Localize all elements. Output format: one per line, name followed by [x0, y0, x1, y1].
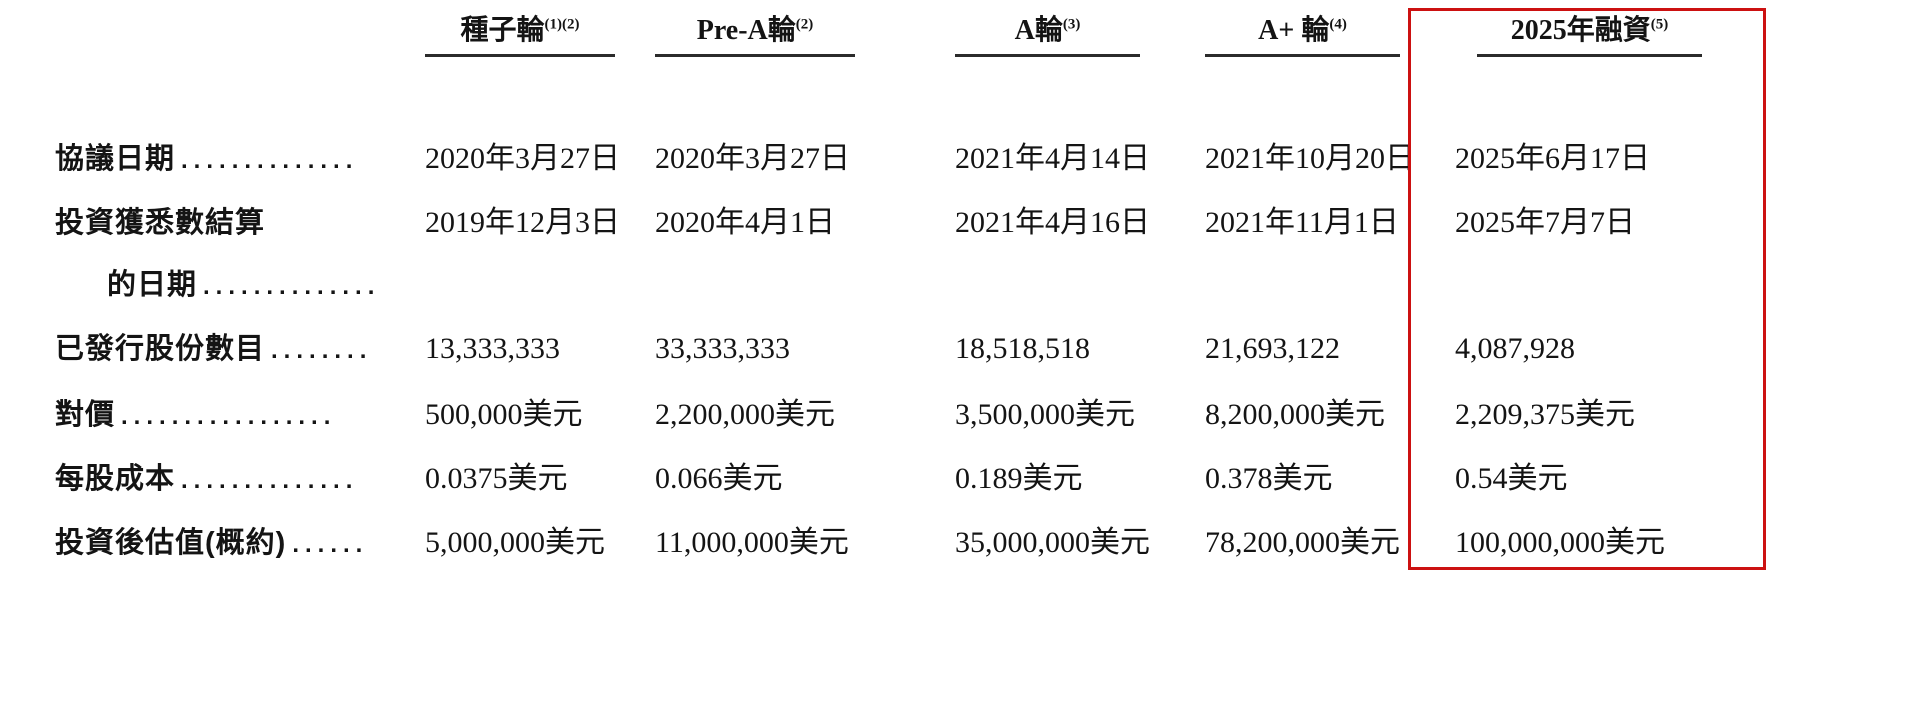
cell-value: 13,333,333 [425, 332, 560, 365]
row-label: 投資後估值(概約) [55, 527, 287, 559]
cell-value: 33,333,333 [655, 332, 790, 365]
cell-value: 35,000,000美元 [955, 526, 1150, 559]
cell-value: 3,500,000美元 [955, 398, 1135, 431]
table-row-settlement-in-full: 投資獲悉數結算 2019年12月3日 2020年4月1日 2021年4月16日 … [0, 197, 1919, 261]
column-header-a-plus-round: A+ 輪(4) [1205, 14, 1400, 57]
cell-value: 8,200,000美元 [1205, 398, 1385, 431]
column-title: 2025年融資 [1510, 15, 1651, 46]
row-label: 協議日期 [55, 143, 176, 175]
column-title: A輪 [1014, 15, 1063, 46]
column-footnote-ref: (3) [1062, 16, 1081, 33]
column-header-2025-financing: 2025年融資(5) [1477, 14, 1702, 57]
cell-value: 100,000,000美元 [1455, 526, 1665, 559]
cell-value: 2025年6月17日 [1455, 142, 1650, 175]
table-row-shares-issued: 已發行股份數目........ 13,333,333 33,333,333 18… [0, 325, 1919, 389]
dot-leader: .............. [203, 273, 381, 300]
cell-value: 2020年3月27日 [655, 142, 850, 175]
column-title: Pre-A輪 [696, 15, 796, 46]
cell-value: 11,000,000美元 [655, 526, 849, 559]
dot-leader: ........ [271, 337, 373, 364]
dot-leader: .............. [181, 147, 359, 174]
cell-value: 500,000美元 [425, 398, 583, 431]
cell-value: 2020年4月1日 [655, 206, 835, 239]
cell-value: 4,087,928 [1455, 332, 1575, 365]
dot-leader [265, 211, 271, 238]
table-header-row: 種子輪(1)(2) Pre-A輪(2) A輪(3) A+ 輪(4) 2025年融… [0, 0, 1919, 57]
cell-value: 0.066美元 [655, 462, 783, 495]
cell-value: 2021年4月16日 [955, 206, 1150, 239]
cell-value: 2,200,000美元 [655, 398, 835, 431]
row-label: 的日期 [107, 269, 198, 301]
cell-value: 0.378美元 [1205, 462, 1333, 495]
cell-value: 2025年7月7日 [1455, 206, 1635, 239]
column-footnote-ref: (4) [1329, 16, 1347, 33]
column-header-pre-a-round: Pre-A輪(2) [655, 14, 855, 57]
cell-value: 2019年12月3日 [425, 206, 620, 239]
column-footnote-ref: (5) [1650, 16, 1669, 33]
cell-value: 78,200,000美元 [1205, 526, 1400, 559]
cell-value: 2,209,375美元 [1455, 398, 1635, 431]
column-footnote-ref: (2) [795, 16, 814, 33]
table-row-agreement-date: 協議日期.............. 2020年3月27日 2020年3月27日… [0, 133, 1919, 197]
table-row-post-money-valuation: 投資後估值(概約)...... 5,000,000美元 11,000,000美元… [0, 517, 1919, 581]
cell-value: 2021年4月14日 [955, 142, 1150, 175]
dot-leader: .............. [181, 467, 359, 494]
row-label: 每股成本 [55, 463, 176, 495]
cell-value: 2021年11月1日 [1205, 206, 1399, 239]
cell-value: 18,518,518 [955, 332, 1090, 365]
cell-value: 0.54美元 [1455, 462, 1568, 495]
cell-value: 5,000,000美元 [425, 526, 605, 559]
cell-value: 21,693,122 [1205, 332, 1340, 365]
row-label: 對價 [55, 399, 116, 431]
column-header-seed-round: 種子輪(1)(2) [425, 14, 615, 57]
column-header-a-round: A輪(3) [955, 14, 1140, 57]
row-label: 已發行股份數目 [55, 333, 266, 365]
dot-leader: ...... [292, 531, 369, 558]
table-body: 協議日期.............. 2020年3月27日 2020年3月27日… [0, 133, 1919, 581]
cell-value: 0.0375美元 [425, 462, 568, 495]
table-row-settlement-date-continued: 的日期.............. [0, 261, 1919, 325]
column-footnote-ref: (1)(2) [544, 16, 580, 33]
column-title: A+ 輪 [1258, 15, 1330, 46]
column-title: 種子輪 [460, 15, 545, 46]
row-label: 投資獲悉數結算 [55, 207, 266, 239]
table-row-consideration: 對價................. 500,000美元 2,200,000美… [0, 389, 1919, 453]
cell-value: 2021年10月20日 [1205, 142, 1415, 175]
dot-leader: ................. [121, 403, 337, 430]
table-row-cost-per-share: 每股成本.............. 0.0375美元 0.066美元 0.18… [0, 453, 1919, 517]
cell-value: 2020年3月27日 [425, 142, 620, 175]
cell-value: 0.189美元 [955, 462, 1083, 495]
